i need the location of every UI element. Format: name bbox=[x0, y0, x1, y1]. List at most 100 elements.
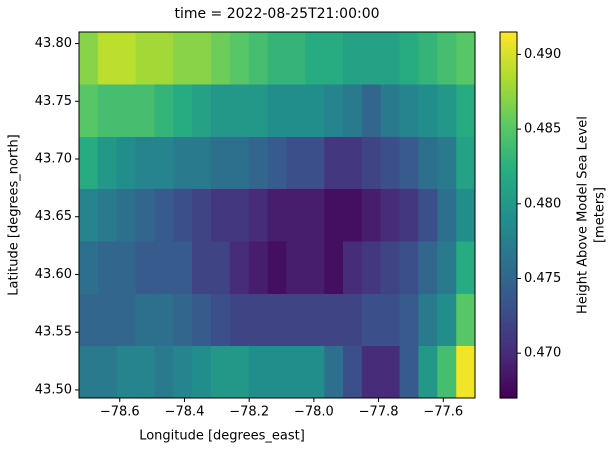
heatmap-cell bbox=[418, 83, 438, 137]
heatmap-cell bbox=[267, 32, 287, 85]
colorbar-segment bbox=[500, 190, 517, 195]
colorbar-segment bbox=[500, 312, 517, 317]
colorbar-segment bbox=[500, 50, 517, 54]
colorbar-segment bbox=[500, 184, 517, 189]
colorbar-segment bbox=[500, 56, 517, 61]
heatmap-cell bbox=[418, 136, 438, 189]
heatmap-cell bbox=[418, 293, 438, 346]
heatmap-cell bbox=[173, 32, 193, 85]
colorbar-segment bbox=[500, 108, 517, 112]
colorbar-segment bbox=[500, 367, 517, 372]
heatmap-cell bbox=[437, 188, 457, 242]
heatmap-cell bbox=[361, 32, 382, 85]
colorbar-segment bbox=[500, 215, 517, 219]
colorbar-segment bbox=[500, 160, 517, 164]
colorbar-segment bbox=[500, 282, 517, 286]
colorbar-segment bbox=[500, 154, 517, 158]
colorbar-segment bbox=[500, 340, 517, 344]
heatmap-cell bbox=[154, 188, 174, 242]
colorbar-segment bbox=[500, 327, 517, 332]
colorbar-segment bbox=[500, 248, 517, 253]
y-tick-label: 43.60 bbox=[35, 267, 72, 282]
heatmap-cell bbox=[135, 240, 155, 295]
heatmap-cell bbox=[418, 32, 438, 85]
colorbar-segment bbox=[500, 41, 517, 45]
heatmap-cell bbox=[437, 293, 457, 346]
heatmap-cell bbox=[97, 136, 118, 189]
colorbar-segment bbox=[500, 150, 517, 155]
colorbar-segment bbox=[500, 233, 517, 237]
heatmap-cell bbox=[116, 83, 137, 137]
colorbar-segment bbox=[500, 297, 517, 301]
colorbar-segment bbox=[500, 208, 517, 213]
colorbar-segment bbox=[500, 199, 517, 204]
colorbar-segment bbox=[500, 135, 517, 140]
heatmap-cell bbox=[343, 83, 363, 137]
colorbar-segment bbox=[500, 391, 517, 396]
heatmap-cell bbox=[343, 240, 363, 295]
heatmap-cell bbox=[267, 83, 287, 137]
heatmap-cell bbox=[79, 188, 99, 242]
heatmap-cell bbox=[97, 32, 118, 85]
colorbar-segment bbox=[500, 117, 517, 122]
heatmap-cell bbox=[248, 293, 269, 346]
colorbar-segment bbox=[500, 358, 517, 362]
colorbar-segment bbox=[500, 35, 517, 39]
colorbar-segment bbox=[500, 86, 517, 91]
heatmap-cell bbox=[211, 83, 231, 137]
heatmap-cell bbox=[343, 188, 363, 242]
colorbar-segment bbox=[500, 105, 517, 109]
heatmap-cell bbox=[456, 293, 476, 346]
heatmap-cell bbox=[399, 32, 419, 85]
heatmap-cell bbox=[79, 345, 99, 399]
heatmap-cell bbox=[173, 293, 193, 346]
colorbar-tick-label: 0.475 bbox=[524, 271, 561, 286]
heatmap-cell bbox=[79, 32, 99, 85]
heatmap-cell bbox=[79, 136, 99, 189]
heatmap-cell bbox=[305, 188, 325, 242]
colorbar-segment bbox=[500, 239, 517, 244]
colorbar-segment bbox=[500, 382, 517, 387]
colorbar-segment bbox=[500, 346, 517, 350]
heatmap-cell bbox=[79, 293, 99, 346]
colorbar-segment bbox=[500, 337, 517, 341]
heatmap-cell bbox=[97, 345, 118, 399]
heatmap-cell bbox=[154, 136, 174, 189]
heatmap-cell bbox=[361, 240, 382, 295]
heatmap-cell bbox=[135, 188, 155, 242]
colorbar-segment bbox=[500, 227, 517, 231]
heatmap-cell bbox=[286, 136, 306, 189]
heatmap-cell bbox=[97, 240, 118, 295]
colorbar-label: Height Above Model Sea Level bbox=[576, 116, 591, 314]
colorbar-segment bbox=[500, 59, 517, 64]
heatmap-cell bbox=[380, 240, 401, 295]
colorbar-segment bbox=[500, 324, 517, 329]
heatmap-cell bbox=[286, 345, 306, 399]
heatmap-cell bbox=[305, 32, 325, 85]
colorbar-segment bbox=[500, 294, 517, 298]
heatmap-cell bbox=[135, 83, 155, 137]
heatmap-cell bbox=[437, 83, 457, 137]
colorbar-segment bbox=[500, 221, 517, 225]
y-tick-label: 43.75 bbox=[35, 94, 72, 109]
colorbar-segment bbox=[500, 166, 517, 170]
colorbar-segment bbox=[500, 364, 517, 369]
colorbar-tick-label: 0.490 bbox=[524, 47, 561, 62]
heatmap-cell bbox=[211, 188, 231, 242]
colorbar-segment bbox=[500, 254, 517, 259]
heatmap-cell bbox=[79, 240, 99, 295]
heatmap-cell bbox=[154, 83, 174, 137]
heatmap-cell bbox=[343, 293, 363, 346]
heatmap-cell bbox=[324, 83, 344, 137]
colorbar-segment bbox=[500, 47, 517, 51]
colorbar-segment bbox=[500, 129, 517, 134]
colorbar-segment bbox=[500, 65, 517, 70]
colorbar-segment bbox=[500, 96, 517, 100]
heatmap-cell bbox=[211, 32, 231, 85]
colorbar-segment bbox=[500, 187, 517, 192]
heatmap-cell bbox=[173, 345, 193, 399]
colorbar-segment bbox=[500, 132, 517, 137]
colorbar-segment bbox=[500, 172, 517, 176]
colorbar-segment bbox=[500, 126, 517, 131]
